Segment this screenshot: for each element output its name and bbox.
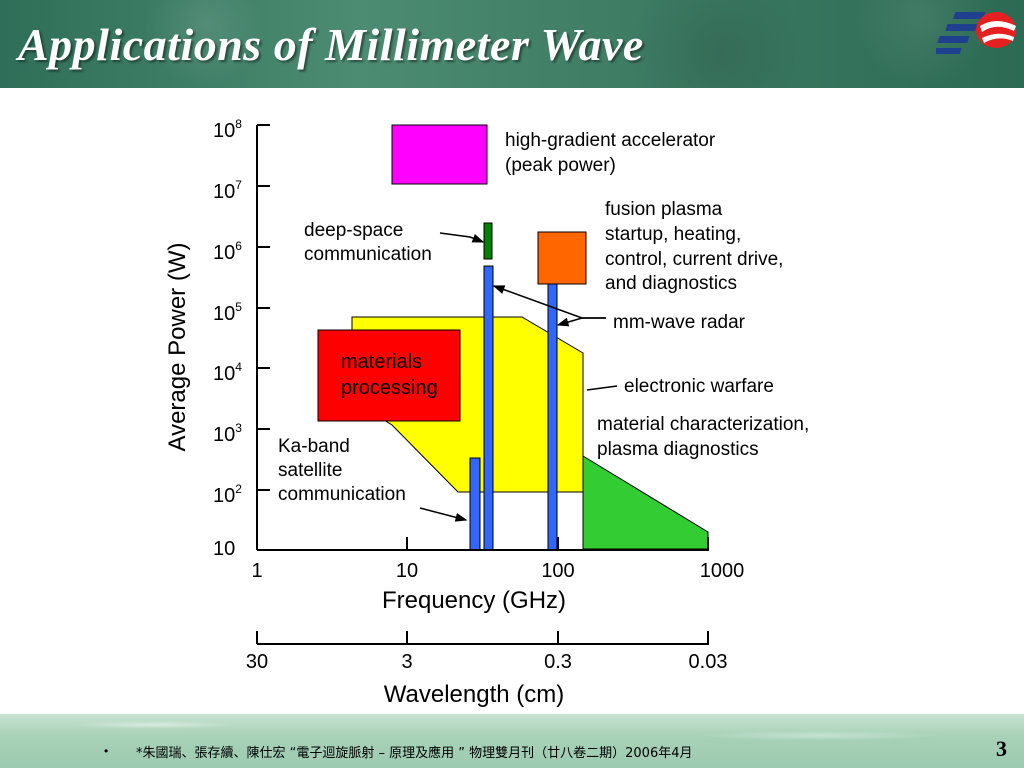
y-tick-label: 103: [213, 421, 242, 446]
ka-band-label: Ka-band satellite communication: [278, 436, 406, 505]
y-tick-label: 104: [213, 360, 242, 385]
deep-space-label: deep-space communication: [304, 220, 432, 265]
slide-title: Applications of Millimeter Wave: [18, 19, 644, 70]
radar-label: mm-wave radar: [613, 312, 746, 333]
x-tick-label: 100: [541, 560, 574, 582]
warfare-pointer: [586, 385, 618, 391]
material-characterization-region: [582, 455, 709, 550]
footer-bar: • *朱國瑞、張存續、陳仕宏 “電子迴旋脈射 – 原理及應用 ” 物理雙月刊（廿…: [0, 714, 1024, 768]
radar-bar-35ghz: [483, 265, 494, 551]
y-axis-title: Average Power (W): [164, 243, 191, 452]
fusion-plasma-box: [537, 231, 587, 285]
footer-texture: [0, 714, 1024, 768]
wavelength-tick-label: 0.03: [689, 651, 728, 673]
wavelength-axis-title: Wavelength (cm): [384, 681, 565, 708]
y-tick-label: 105: [213, 300, 242, 325]
fusion-plasma-label: fusion plasma startup, heating, control,…: [605, 199, 789, 294]
millimeter-wave-chart: 108 107 106 105 104 103 102 10 1 10 100 …: [164, 117, 815, 708]
y-tick-label: 108: [213, 117, 242, 142]
footer-bullet: •: [104, 744, 109, 758]
ka-band-bar: [469, 457, 481, 551]
y-tick-label: 10: [213, 538, 235, 560]
y-tick-label: 102: [213, 482, 242, 507]
wavelength-tick-label: 0.3: [544, 651, 572, 673]
material-characterization-label: material characterization, plasma diagno…: [597, 414, 815, 460]
ka-band-pointer: [419, 507, 468, 522]
title-bar-texture: [0, 0, 1024, 88]
institution-logo-icon: [936, 12, 1016, 54]
radar-pointer-94ghz: [556, 317, 606, 327]
deep-space-pointer: [439, 232, 485, 243]
electronic-warfare-label: electronic warfare: [624, 376, 774, 397]
radar-bar-94ghz: [547, 283, 558, 551]
x-tick-label: 1: [251, 560, 262, 582]
y-tick-label: 107: [213, 178, 242, 203]
page-number: 3: [996, 736, 1007, 761]
x-tick-label: 1000: [700, 560, 745, 582]
materials-processing-label: materials processing: [341, 351, 438, 399]
accelerator-label: high-gradient accelerator (peak power): [505, 130, 720, 176]
materials-processing-box: [317, 329, 461, 422]
y-tick-label: 106: [213, 239, 242, 264]
wavelength-tick-label: 30: [246, 651, 268, 673]
high-gradient-accelerator-box: [391, 124, 488, 185]
x-axis-title: Frequency (GHz): [382, 587, 566, 614]
wavelength-tick-label: 3: [401, 651, 412, 673]
x-tick-label: 10: [396, 560, 418, 582]
title-bar: Applications of Millimeter Wave: [0, 0, 1024, 88]
deep-space-bar: [483, 222, 493, 260]
footer-citation: *朱國瑞、張存續、陳仕宏 “電子迴旋脈射 – 原理及應用 ” 物理雙月刊（廿八卷…: [136, 746, 693, 761]
